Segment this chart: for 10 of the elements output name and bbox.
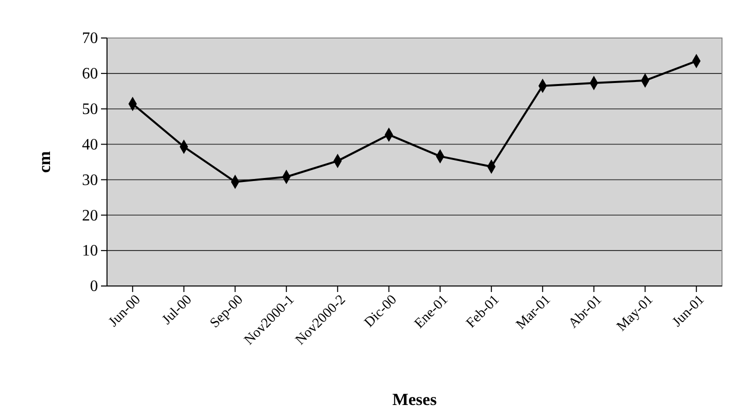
y-tick-label: 60: [82, 66, 98, 83]
x-axis-title: Meses: [392, 390, 438, 409]
y-tick-label: 20: [82, 207, 98, 224]
y-tick-label: 70: [82, 30, 98, 48]
y-tick-label: 0: [90, 278, 98, 296]
y-tick-label: 10: [82, 242, 98, 260]
y-axis-title: cm: [35, 151, 54, 173]
y-tick-label: 30: [82, 172, 98, 189]
y-tick-label: 40: [82, 136, 98, 154]
y-tick-label: 50: [82, 100, 98, 118]
